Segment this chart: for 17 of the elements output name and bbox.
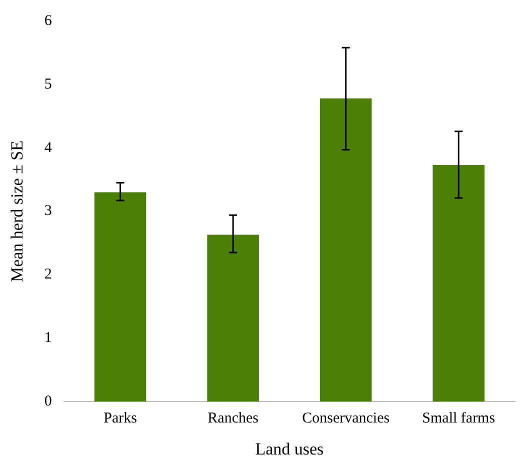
- x-axis-title: Land uses: [255, 439, 324, 458]
- y-axis-title: Mean herd size ± SE: [8, 140, 27, 282]
- y-tick-label: 6: [44, 12, 52, 29]
- bar: [207, 234, 259, 402]
- bar: [432, 164, 484, 402]
- x-tick-label: Small farms: [422, 410, 496, 427]
- y-tick-label: 3: [44, 203, 52, 220]
- bar: [94, 192, 146, 402]
- y-tick-label: 0: [44, 394, 52, 410]
- x-tick-label: Parks: [104, 410, 138, 427]
- x-tick-label: Ranches: [208, 410, 259, 427]
- x-tick-label: Conservancies: [302, 410, 390, 427]
- y-tick-label: 2: [44, 266, 52, 283]
- y-tick-label: 4: [44, 140, 52, 156]
- y-tick-label: 5: [44, 76, 52, 92]
- bar: [320, 98, 372, 402]
- y-tick-label: 1: [44, 330, 52, 346]
